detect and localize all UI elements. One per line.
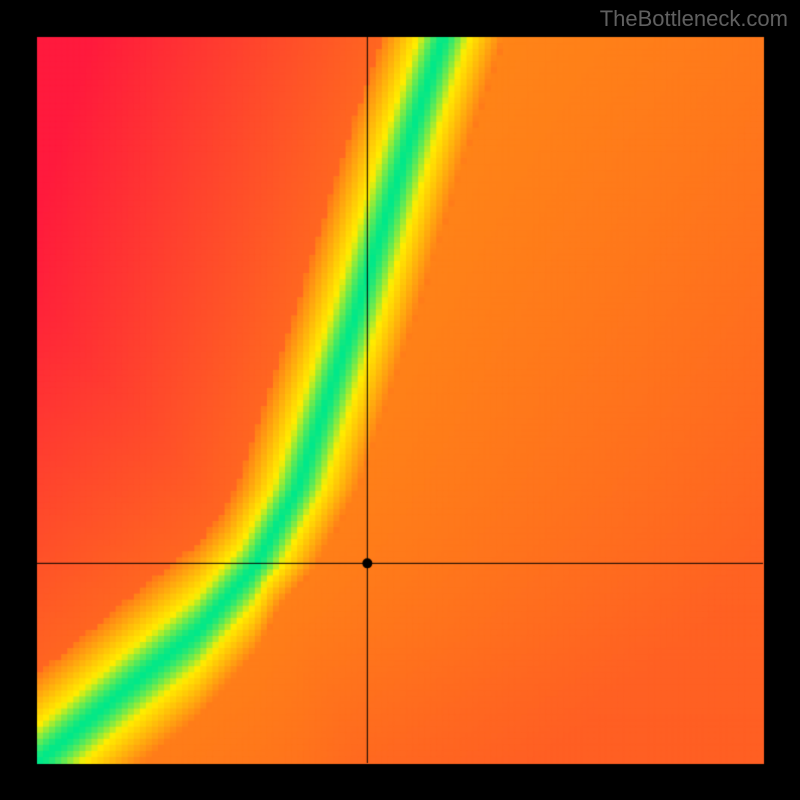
heatmap-canvas bbox=[0, 0, 800, 800]
chart-container: TheBottleneck.com bbox=[0, 0, 800, 800]
watermark-text: TheBottleneck.com bbox=[600, 6, 788, 32]
